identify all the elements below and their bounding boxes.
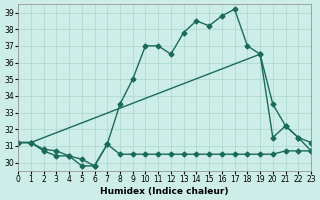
X-axis label: Humidex (Indice chaleur): Humidex (Indice chaleur) <box>100 187 229 196</box>
